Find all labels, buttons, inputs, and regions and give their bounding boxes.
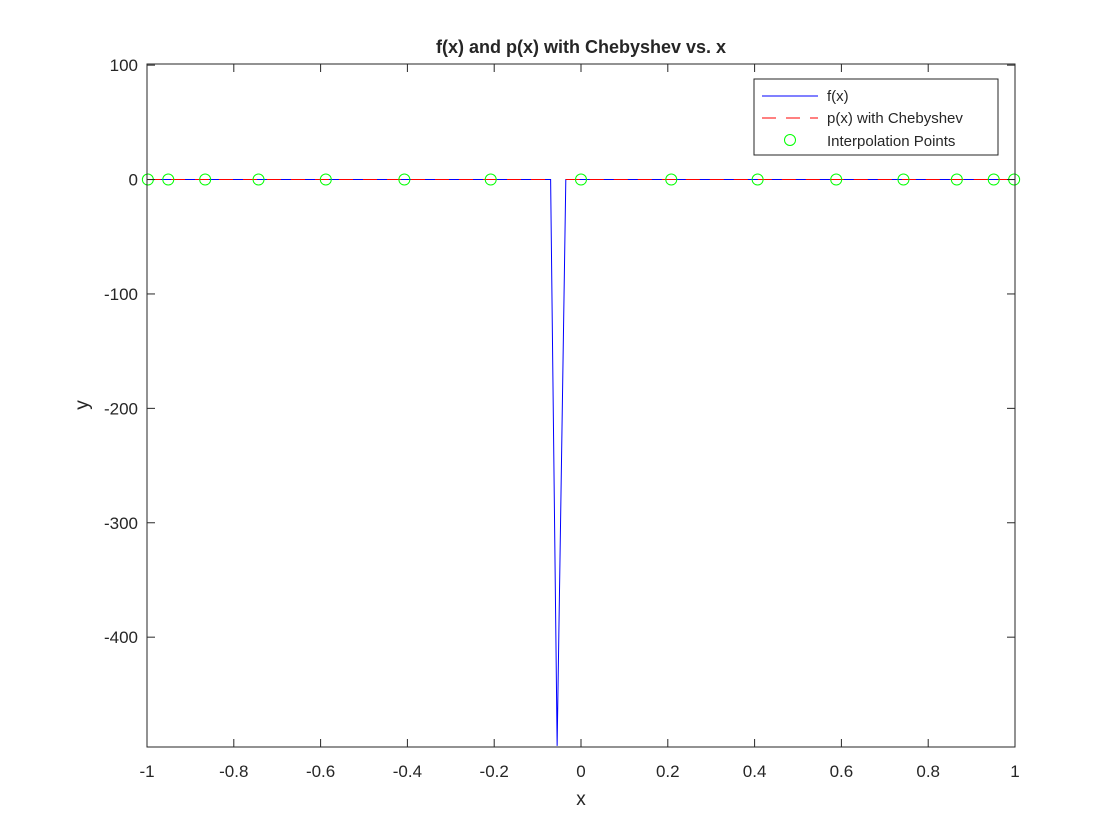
- x-tick-label: 0.2: [656, 762, 680, 781]
- y-tick-label: -400: [104, 628, 138, 647]
- interpolation-point-marker: [162, 173, 175, 186]
- plot-area: [147, 64, 1015, 747]
- x-tick-label: -0.2: [480, 762, 509, 781]
- y-tick-label: -100: [104, 285, 138, 304]
- x-tick-label: 1: [1010, 762, 1019, 781]
- interpolation-point-marker: [398, 173, 411, 186]
- legend-entry-p: p(x) with Chebyshev: [762, 110, 963, 127]
- y-tick-label: -300: [104, 514, 138, 533]
- y-tick-label: -200: [104, 399, 138, 418]
- x-tick-label: 0.4: [743, 762, 767, 781]
- legend: f(x) p(x) with Chebyshev Interpolation P…: [753, 78, 999, 156]
- interpolation-point-marker: [575, 173, 587, 186]
- x-tick-label: -0.6: [306, 762, 335, 781]
- legend-label-p: p(x) with Chebyshev: [827, 110, 963, 127]
- interpolation-point-marker: [751, 173, 764, 186]
- chart-title: f(x) and p(x) with Chebyshev vs. x: [436, 37, 726, 57]
- interpolation-point-marker: [319, 173, 332, 186]
- legend-entry-f: f(x): [762, 88, 849, 105]
- axis-ticks: -1 -0.8 -0.6 -0.4 -0.2 0 0.2 0.4 0.6 0.8 1 100 0 -100…: [104, 56, 1020, 781]
- y-tick-label: 100: [110, 56, 138, 75]
- x-axis-label: x: [576, 789, 586, 810]
- y-tick-label: 0: [129, 171, 138, 190]
- interpolation-point-marker: [199, 173, 212, 186]
- legend-entry-points: Interpolation Points: [784, 133, 955, 150]
- interpolation-point-marker: [252, 173, 265, 186]
- plot-frame: [146, 63, 1016, 748]
- interpolation-point-marker: [830, 173, 843, 186]
- interpolation-point-marker: [665, 173, 678, 186]
- interpolation-point-marker: [950, 173, 963, 186]
- series-layer: [141, 173, 1021, 746]
- legend-swatch-points: [784, 134, 796, 146]
- y-axis-label: y: [72, 400, 93, 410]
- x-tick-label: 0.6: [830, 762, 854, 781]
- x-tick-label: -1: [139, 762, 154, 781]
- x-tick-label: -0.4: [393, 762, 422, 781]
- x-tick-label: 0.8: [916, 762, 940, 781]
- legend-label-points: Interpolation Points: [827, 133, 955, 150]
- interpolation-point-marker: [484, 173, 497, 186]
- x-tick-label: 0: [576, 762, 585, 781]
- interpolation-point-marker: [897, 173, 910, 186]
- x-tick-label: -0.8: [219, 762, 248, 781]
- legend-label-f: f(x): [827, 88, 849, 105]
- interpolation-point-marker: [987, 173, 1000, 186]
